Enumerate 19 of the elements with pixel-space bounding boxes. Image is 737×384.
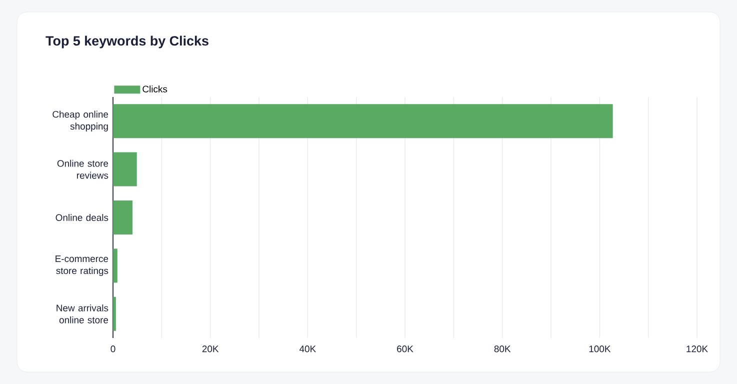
chart-title: Top 5 keywords by Clicks [46,36,208,48]
x-tick-label: 120K [686,346,708,352]
bar [113,296,116,331]
y-tick-label: Online deals [56,214,108,221]
bar [113,200,132,235]
bar [113,248,118,283]
y-tick-label: Online store reviews [57,160,108,179]
bar [113,104,613,138]
x-tick-label: 0 [110,346,116,352]
y-tick-label: New arrivals online store [56,304,108,324]
legend-label: Clicks [142,85,168,92]
x-tick-label: 100K [589,346,611,352]
x-tick-label: 20K [202,346,219,352]
x-tick-label: 80K [494,346,511,352]
y-tick-label: E-commerce store ratings [56,255,108,276]
x-tick-label: 60K [397,346,414,352]
y-tick-label: Cheap online shopping [52,110,108,132]
bar [113,152,137,186]
x-tick-label: 40K [299,346,316,352]
